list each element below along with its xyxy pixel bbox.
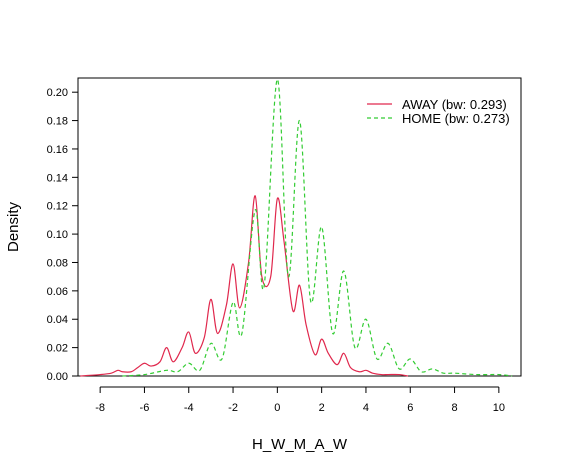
x-axis: -8 -6 -4 -2 0 2 4 6 8 10	[95, 386, 505, 414]
y-tick-label: 0.18	[47, 116, 68, 128]
y-tick-label: 0.12	[47, 201, 68, 213]
x-tick-label: 10	[493, 402, 505, 414]
y-tick-label: 0.04	[47, 314, 68, 326]
y-axis: 0.00 0.02 0.04 0.06 0.08 0.10 0.12 0.14 0.16 0.18…	[47, 87, 79, 383]
x-tick-label: 8	[451, 402, 457, 414]
x-tick-label: -4	[184, 402, 194, 414]
y-axis-title: Density	[5, 201, 22, 252]
y-tick-label: 0.20	[47, 87, 68, 99]
x-tick-label: -2	[228, 402, 238, 414]
x-tick-label: -6	[140, 402, 150, 414]
x-tick-label: 4	[363, 402, 369, 414]
y-tick-label: 0.10	[47, 229, 68, 241]
y-tick-label: 0.02	[47, 343, 68, 355]
x-tick-label: 6	[407, 402, 413, 414]
x-tick-label: 0	[274, 402, 280, 414]
y-tick-label: 0.16	[47, 144, 68, 156]
series-line-away	[80, 195, 409, 377]
x-axis-title: H_W_M_A_W	[252, 436, 348, 453]
x-tick-label: -8	[95, 402, 105, 414]
legend-label-away: AWAY (bw: 0.293)	[402, 97, 507, 112]
y-tick-label: 0.00	[47, 371, 68, 383]
y-tick-label: 0.06	[47, 286, 68, 298]
legend: AWAY (bw: 0.293) HOME (bw: 0.273)	[367, 97, 510, 126]
y-tick-label: 0.14	[47, 172, 68, 184]
series-line-home	[122, 78, 513, 377]
legend-label-home: HOME (bw: 0.273)	[402, 111, 510, 126]
y-tick-label: 0.08	[47, 257, 68, 269]
series-layer	[80, 78, 513, 377]
x-tick-label: 2	[319, 402, 325, 414]
